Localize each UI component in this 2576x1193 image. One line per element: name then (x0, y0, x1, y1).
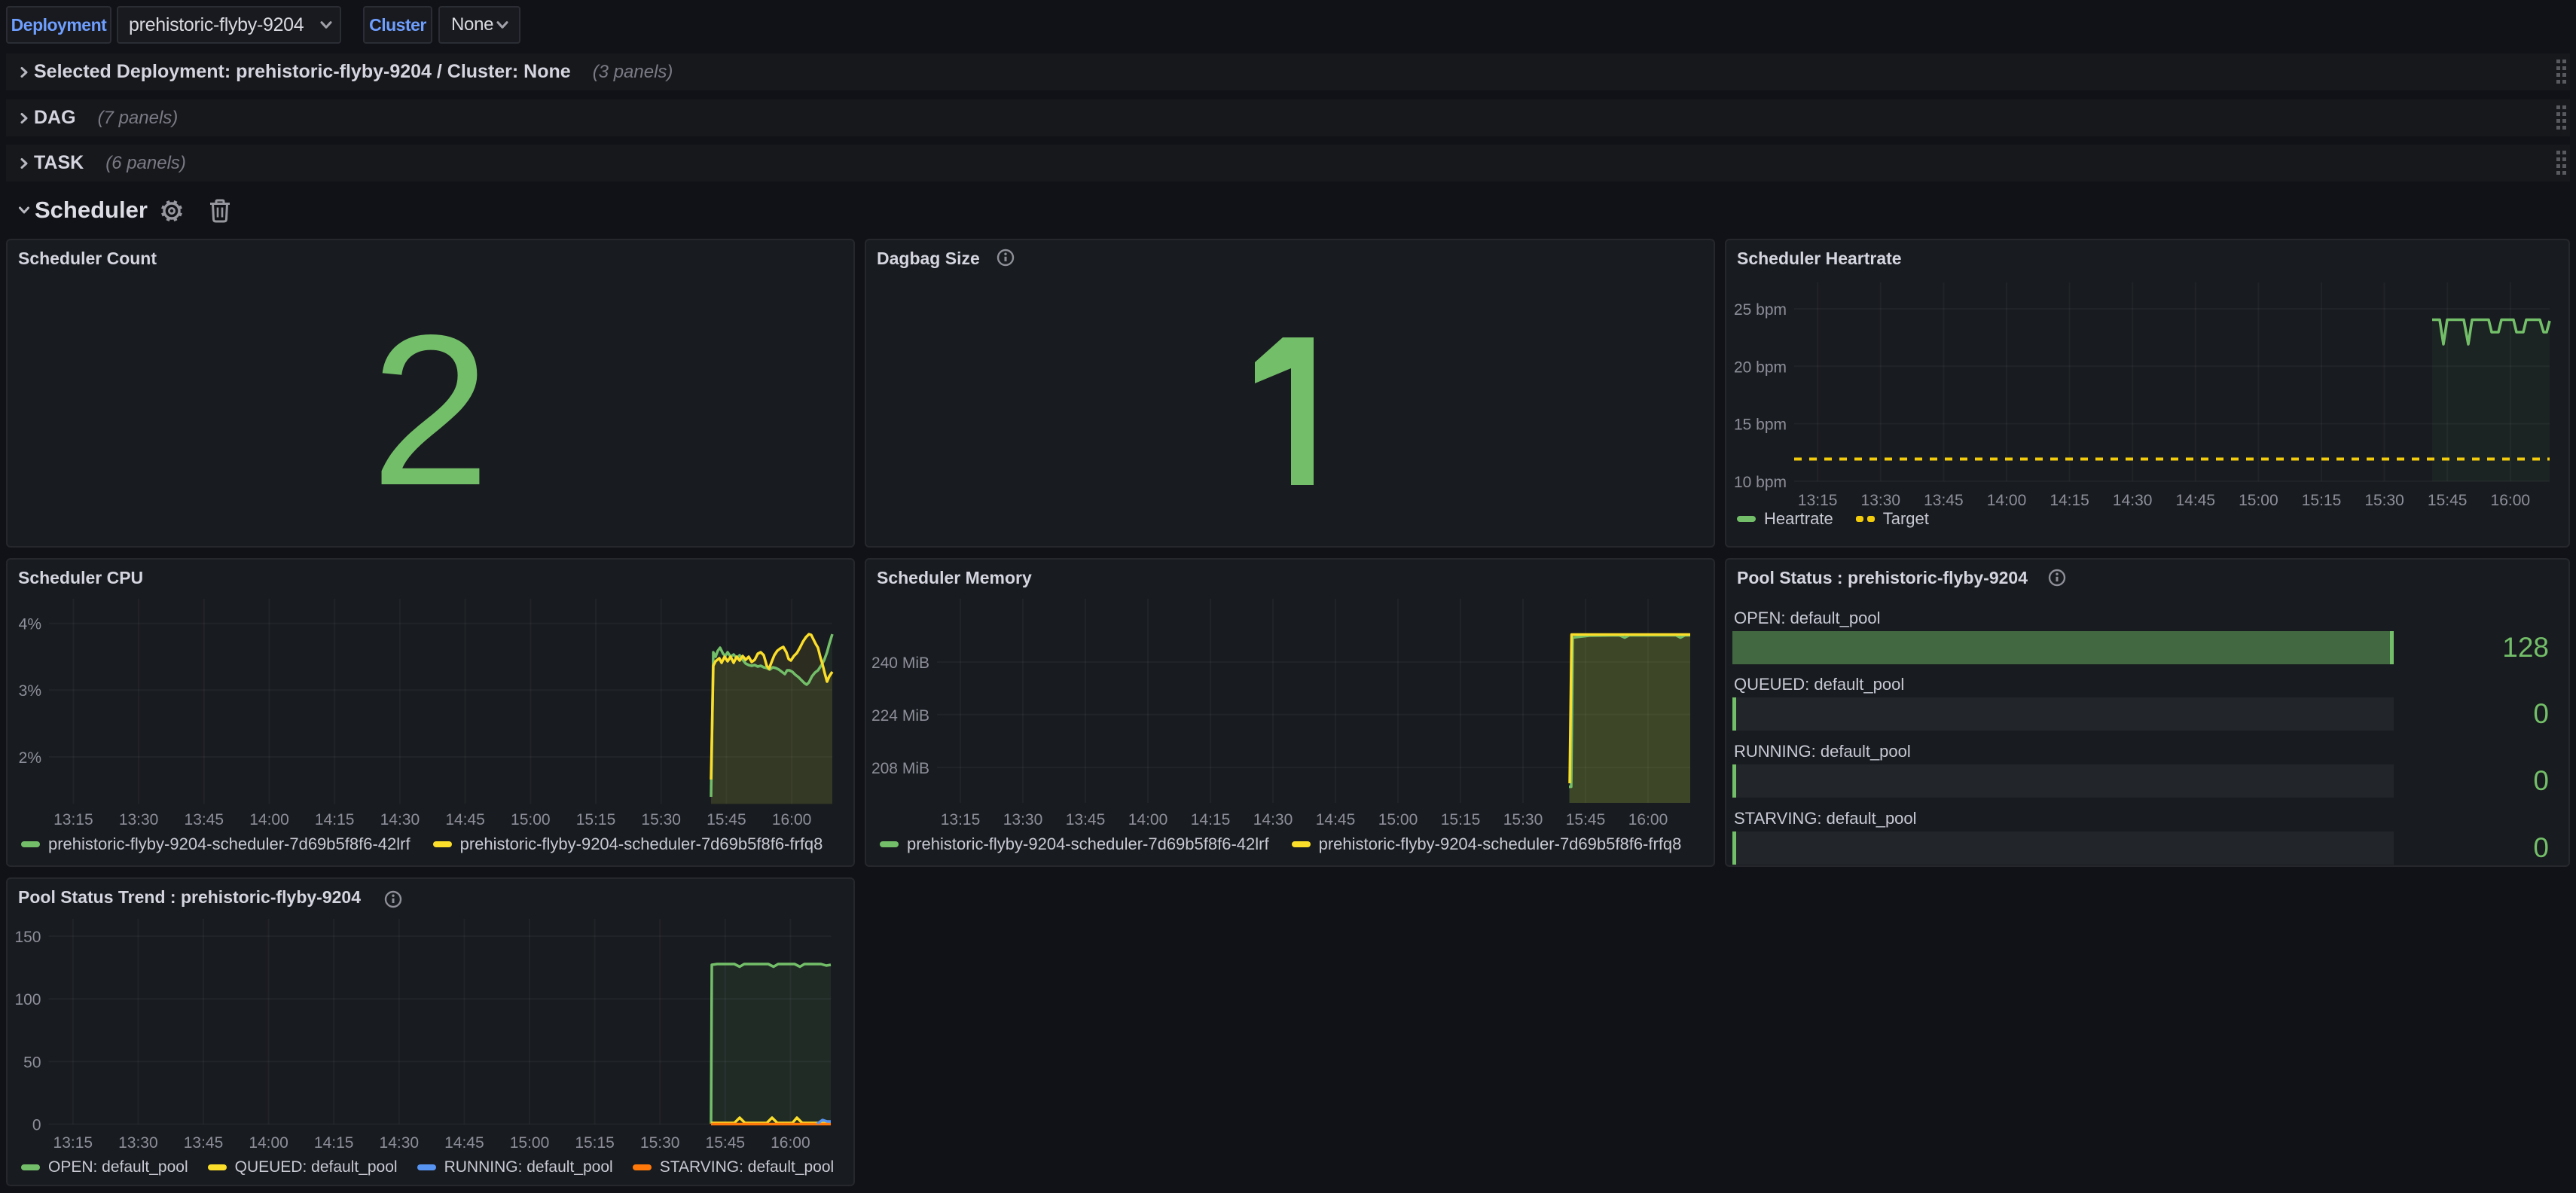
svg-text:15:15: 15:15 (575, 1134, 615, 1152)
svg-text:224 MiB: 224 MiB (871, 707, 929, 725)
svg-text:15:15: 15:15 (576, 811, 616, 828)
svg-text:16:00: 16:00 (772, 811, 812, 828)
svg-text:15:45: 15:45 (1566, 811, 1606, 828)
svg-text:13:45: 13:45 (1924, 492, 1964, 509)
svg-text:15:00: 15:00 (1378, 811, 1418, 828)
svg-text:13:30: 13:30 (118, 1134, 158, 1152)
svg-text:208 MiB: 208 MiB (871, 760, 929, 777)
svg-text:13:15: 13:15 (53, 1134, 93, 1152)
svg-text:14:30: 14:30 (2113, 492, 2153, 509)
svg-text:13:15: 13:15 (941, 811, 981, 828)
svg-text:14:00: 14:00 (1128, 811, 1168, 828)
svg-text:14:15: 14:15 (2050, 492, 2089, 509)
svg-text:0: 0 (32, 1117, 41, 1134)
svg-text:16:00: 16:00 (2491, 492, 2531, 509)
svg-text:15:00: 15:00 (511, 811, 551, 828)
svg-text:13:15: 13:15 (1798, 492, 1838, 509)
svg-text:14:15: 14:15 (1191, 811, 1231, 828)
svg-text:14:00: 14:00 (249, 811, 289, 828)
svg-text:14:45: 14:45 (1316, 811, 1356, 828)
svg-text:13:30: 13:30 (1003, 811, 1043, 828)
svg-text:13:30: 13:30 (119, 811, 159, 828)
svg-text:15:30: 15:30 (1503, 811, 1543, 828)
svg-text:14:45: 14:45 (444, 1134, 484, 1152)
svg-text:13:15: 13:15 (53, 811, 93, 828)
svg-text:15:30: 15:30 (641, 811, 681, 828)
svg-text:14:00: 14:00 (1987, 492, 2027, 509)
svg-text:13:30: 13:30 (1861, 492, 1901, 509)
svg-text:100: 100 (14, 991, 41, 1008)
svg-text:15 bpm: 15 bpm (1734, 416, 1787, 434)
svg-text:10 bpm: 10 bpm (1734, 474, 1787, 491)
svg-text:150: 150 (14, 929, 41, 946)
svg-text:15:30: 15:30 (2364, 492, 2404, 509)
svg-text:15:45: 15:45 (2428, 492, 2468, 509)
svg-text:20 bpm: 20 bpm (1734, 359, 1787, 376)
svg-text:13:45: 13:45 (184, 1134, 224, 1152)
svg-text:14:15: 14:15 (314, 1134, 354, 1152)
svg-text:14:00: 14:00 (249, 1134, 288, 1152)
svg-text:15:15: 15:15 (1441, 811, 1481, 828)
svg-text:15:30: 15:30 (640, 1134, 680, 1152)
svg-text:15:15: 15:15 (2302, 492, 2342, 509)
svg-text:240 MiB: 240 MiB (871, 654, 929, 672)
svg-text:14:45: 14:45 (445, 811, 485, 828)
svg-text:16:00: 16:00 (1628, 811, 1668, 828)
svg-text:14:30: 14:30 (380, 811, 420, 828)
svg-text:15:45: 15:45 (707, 811, 746, 828)
svg-text:25 bpm: 25 bpm (1734, 301, 1787, 319)
svg-text:15:00: 15:00 (510, 1134, 550, 1152)
svg-text:14:45: 14:45 (2176, 492, 2216, 509)
svg-text:14:15: 14:15 (315, 811, 355, 828)
svg-text:4%: 4% (19, 616, 41, 633)
svg-text:14:30: 14:30 (1253, 811, 1293, 828)
svg-text:14:30: 14:30 (380, 1134, 420, 1152)
svg-text:13:45: 13:45 (185, 811, 224, 828)
svg-text:15:45: 15:45 (706, 1134, 746, 1152)
svg-text:16:00: 16:00 (771, 1134, 810, 1152)
svg-text:15:00: 15:00 (2239, 492, 2278, 509)
svg-text:2%: 2% (19, 749, 41, 767)
svg-text:50: 50 (23, 1054, 41, 1071)
svg-text:13:45: 13:45 (1066, 811, 1106, 828)
svg-text:3%: 3% (19, 682, 41, 700)
